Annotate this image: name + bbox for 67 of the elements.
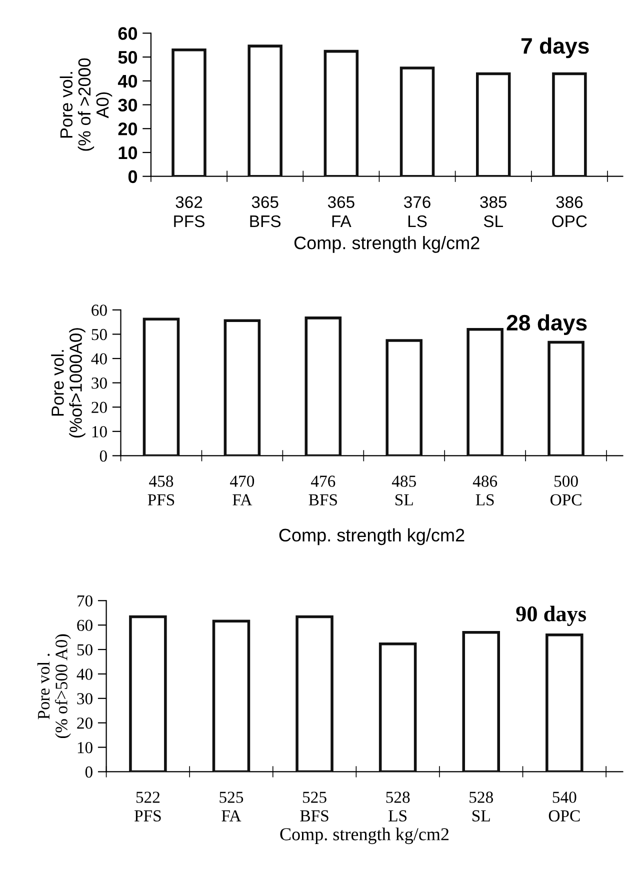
x-tick-label: 376 LS xyxy=(404,196,430,228)
bar xyxy=(212,620,250,772)
y-tick-label: 30 xyxy=(92,378,107,389)
x-tick-label: 362 PFS xyxy=(174,196,204,228)
y-tick-label: 50 xyxy=(77,644,92,656)
y-tick-label: 50 xyxy=(92,328,107,340)
chart-title: 7 days xyxy=(521,37,589,58)
y-axis-title: Pore vol. (%of>1000A0) xyxy=(51,328,86,438)
bar xyxy=(386,339,423,456)
bar xyxy=(296,615,334,772)
y-tick-label: 70 xyxy=(78,595,92,607)
bar xyxy=(546,633,584,772)
bar xyxy=(548,340,584,456)
bar xyxy=(552,72,587,176)
y-tick-label: 40 xyxy=(91,353,107,364)
x-tick-label: 525 BFS xyxy=(300,792,328,822)
bar xyxy=(304,316,342,456)
bar xyxy=(466,328,504,456)
bar xyxy=(462,631,500,772)
y-tick-label: 30 xyxy=(77,693,92,704)
x-tick-label: 385 SL xyxy=(480,196,507,228)
x-axis-title: Comp. strength kg/cm2 xyxy=(279,528,464,546)
x-tick-label: 365 FA xyxy=(328,196,354,228)
y-tick-label: 60 xyxy=(77,620,92,632)
x-tick-label: 365 BFS xyxy=(250,196,281,228)
y-tick-label: 0 xyxy=(100,450,107,462)
x-tick-label: 458 PFS xyxy=(148,476,174,506)
bar xyxy=(324,50,359,176)
y-tick-label: 60 xyxy=(118,27,138,40)
bar xyxy=(142,318,180,456)
x-tick-label: 528 LS xyxy=(386,792,410,822)
x-tick-label: 386 OPC xyxy=(552,196,587,228)
y-axis-title: Pore vol . (% of>500 A0) xyxy=(37,634,71,738)
x-tick-label: 528 SL xyxy=(470,792,493,822)
bar xyxy=(172,48,206,176)
y-tick-label: 50 xyxy=(118,50,138,64)
y-tick-label: 20 xyxy=(77,718,92,729)
bar xyxy=(476,72,511,176)
y-tick-label: 30 xyxy=(118,98,138,112)
y-tick-label: 40 xyxy=(76,668,92,680)
y-tick-label: 20 xyxy=(118,122,138,136)
x-tick-label: 485 SL xyxy=(392,476,416,506)
x-tick-label: 525 FA xyxy=(220,792,244,822)
bar xyxy=(248,44,282,176)
x-tick-label: 470 FA xyxy=(230,476,254,506)
x-tick-label: 540 OPC xyxy=(548,792,580,822)
bar xyxy=(378,642,417,772)
x-axis-title: Comp. strength kg/cm2 xyxy=(280,828,449,844)
y-tick-label: 0 xyxy=(85,766,92,778)
x-tick-label: 522 PFS xyxy=(134,792,161,822)
bar xyxy=(400,66,435,176)
y-tick-label: 20 xyxy=(92,402,107,414)
y-tick-label: 10 xyxy=(118,146,138,160)
bar xyxy=(129,615,167,772)
y-tick-label: 10 xyxy=(78,742,92,754)
x-axis-title: Comp. strength kg/cm2 xyxy=(294,236,480,253)
y-tick-label: 40 xyxy=(118,74,138,88)
x-tick-label: 500 OPC xyxy=(550,476,582,506)
y-tick-label: 60 xyxy=(92,304,107,316)
bar xyxy=(224,319,261,456)
chart-title: 90 days xyxy=(516,606,586,626)
y-tick-label: 0 xyxy=(128,170,138,184)
y-tick-label: 10 xyxy=(92,426,107,438)
y-axis-title: Pore vol. (% of >2000 A0) xyxy=(60,58,112,151)
chart-title: 28 days xyxy=(506,314,587,336)
x-tick-label: 486 LS xyxy=(472,476,498,506)
x-tick-label: 476 BFS xyxy=(308,476,337,506)
